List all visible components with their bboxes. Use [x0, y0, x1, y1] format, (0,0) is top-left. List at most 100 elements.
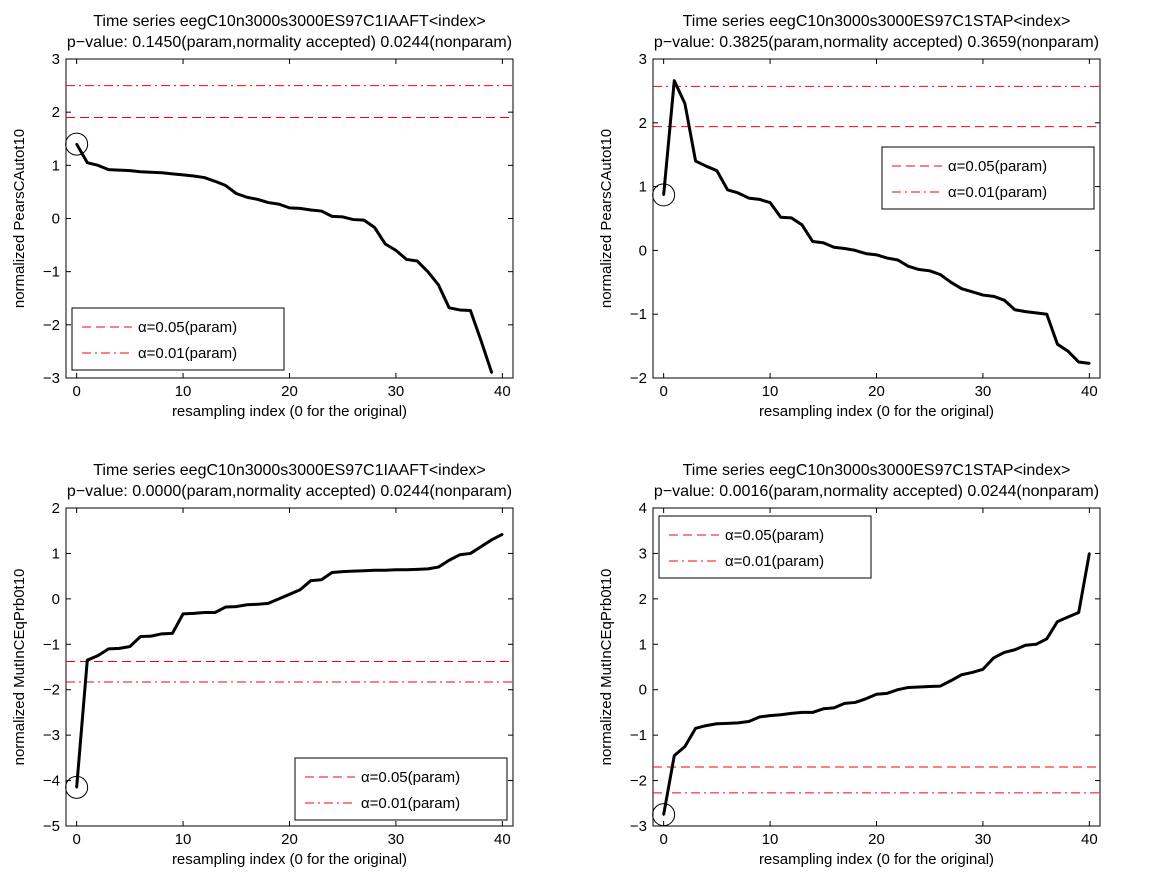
data-point	[811, 711, 814, 714]
data-point	[683, 102, 687, 105]
series-line	[662, 553, 1091, 815]
x-tick-label: 0	[659, 383, 667, 400]
data-point	[118, 168, 121, 172]
data-point	[1066, 350, 1070, 353]
data-point	[790, 712, 793, 715]
data-point	[416, 259, 419, 263]
data-point	[1088, 552, 1091, 555]
data-point	[822, 707, 825, 710]
data-point	[907, 686, 910, 689]
y-tick-label: 4	[639, 500, 647, 517]
chart-top-right: Time series eegC10n3000s3000ES97C1STAP<i…	[598, 13, 1101, 420]
data-point	[298, 588, 302, 591]
data-point	[1088, 362, 1091, 365]
data-point	[1003, 651, 1006, 654]
data-point	[1077, 611, 1080, 614]
y-tick-label: −2	[43, 317, 60, 334]
data-point	[715, 722, 719, 725]
legend: α=0.05(param) α=0.01(param)	[294, 757, 508, 821]
y-tick-label: 1	[639, 179, 647, 196]
data-point	[426, 567, 430, 571]
data-point	[843, 247, 846, 250]
data-point	[160, 171, 163, 174]
legend-entry: α=0.05(param)	[948, 158, 1047, 175]
x-tick-label: 10	[762, 383, 779, 400]
data-point	[800, 711, 804, 714]
y-axis-label: normalized MutInCEqPrb0t10	[598, 569, 615, 766]
data-point	[736, 721, 740, 725]
x-tick-label: 10	[175, 383, 192, 400]
x-tick-label: 0	[659, 831, 667, 848]
y-tick-label: −3	[43, 727, 60, 744]
data-point	[107, 647, 110, 651]
data-point	[1077, 360, 1080, 364]
data-point	[1013, 308, 1017, 311]
data-point	[726, 188, 729, 191]
data-point	[75, 786, 78, 789]
data-point	[256, 603, 259, 606]
data-point	[213, 611, 217, 614]
y-tick-label: −1	[630, 306, 647, 323]
x-tick-label: 30	[975, 831, 992, 848]
chart-title-line1: Time series eegC10n3000s3000ES97C1IAAFT<…	[93, 13, 486, 30]
data-point	[981, 668, 985, 671]
data-point	[662, 813, 665, 816]
x-axis-label: resampling index (0 for the original)	[759, 403, 994, 420]
data-point	[447, 559, 451, 562]
chart-title-line2: p−value: 0.3825(param,normality accepted…	[654, 34, 1099, 51]
data-point	[224, 605, 227, 609]
data-point	[426, 270, 430, 273]
legend-entry: α=0.05(param)	[361, 769, 460, 786]
data-point	[1034, 311, 1038, 315]
chart-title-line1: Time series eegC10n3000s3000ES97C1STAP<i…	[683, 13, 1071, 30]
data-point	[694, 159, 697, 163]
data-point	[405, 258, 408, 261]
data-point	[245, 603, 249, 606]
data-point	[128, 645, 132, 648]
data-point	[267, 602, 270, 605]
data-point	[192, 612, 195, 615]
data-point	[235, 192, 238, 195]
data-point	[960, 287, 963, 290]
y-tick-label: 1	[52, 545, 60, 562]
data-point	[854, 249, 857, 252]
data-point	[1013, 648, 1017, 651]
data-point	[790, 216, 793, 220]
y-tick-label: −2	[43, 682, 60, 699]
data-point	[96, 164, 100, 167]
data-point	[479, 339, 483, 342]
data-point	[362, 569, 366, 572]
data-point	[86, 658, 89, 662]
x-tick-label: 30	[388, 383, 405, 400]
original-value-marker	[652, 183, 676, 207]
original-value-marker	[65, 775, 89, 799]
legend-box	[881, 146, 1095, 210]
data-point	[683, 745, 687, 748]
data-point	[917, 685, 921, 689]
data-point	[490, 371, 493, 374]
x-tick-label: 40	[1081, 831, 1098, 848]
y-tick-label: −1	[43, 264, 60, 281]
data-point	[715, 169, 719, 172]
data-point	[907, 265, 910, 268]
y-tick-label: −4	[43, 773, 60, 790]
data-point	[662, 193, 665, 197]
data-point	[384, 242, 387, 246]
data-point	[875, 693, 878, 696]
data-point	[447, 306, 451, 310]
legend: α=0.05(param) α=0.01(param)	[658, 515, 872, 579]
data-point	[224, 184, 227, 187]
legend-box	[658, 515, 872, 579]
x-tick-label: 20	[281, 831, 298, 848]
data-point	[779, 713, 782, 716]
data-point	[747, 720, 750, 723]
data-point	[917, 268, 921, 271]
data-point	[330, 571, 334, 574]
data-point	[726, 722, 729, 725]
data-point	[736, 191, 740, 195]
data-point	[139, 635, 142, 638]
x-tick-label: 40	[494, 383, 511, 400]
y-tick-label: 3	[52, 51, 60, 68]
